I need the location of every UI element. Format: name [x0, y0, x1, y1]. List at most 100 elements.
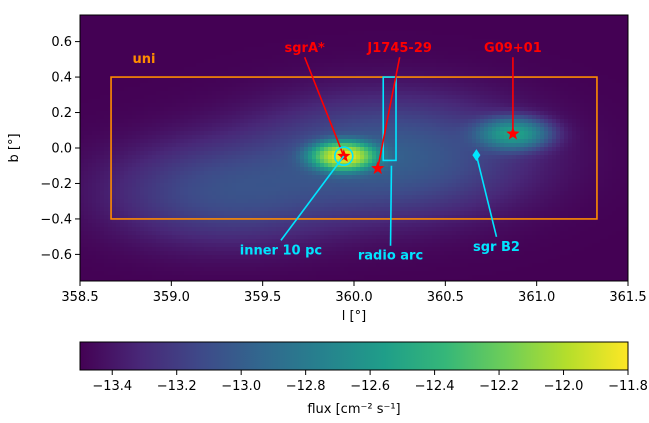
- heatmap-cell: [216, 23, 220, 27]
- heatmap-cell: [128, 119, 132, 123]
- heatmap-cell: [268, 63, 272, 67]
- heatmap-cell: [92, 251, 96, 255]
- heatmap-cell: [320, 275, 324, 279]
- heatmap-cell: [136, 55, 140, 59]
- heatmap-cell: [148, 95, 152, 99]
- heatmap-cell: [312, 231, 316, 235]
- heatmap-cell: [228, 115, 232, 119]
- heatmap-cell: [196, 35, 200, 39]
- heatmap-cell: [292, 175, 296, 179]
- heatmap-cell: [316, 39, 320, 43]
- heatmap-cell: [128, 143, 132, 147]
- heatmap-cell: [336, 35, 340, 39]
- heatmap-cell: [284, 103, 288, 107]
- heatmap-cell: [300, 23, 304, 27]
- heatmap-cell: [132, 251, 136, 255]
- heatmap-cell: [256, 259, 260, 263]
- heatmap-cell: [296, 19, 300, 23]
- heatmap-cell: [232, 191, 236, 195]
- heatmap-cell: [328, 135, 332, 139]
- heatmap-cell: [276, 215, 280, 219]
- heatmap-cell: [296, 175, 300, 179]
- heatmap-cell: [216, 79, 220, 83]
- heatmap-cell: [336, 155, 340, 159]
- heatmap-cell: [264, 207, 268, 211]
- heatmap-cell: [112, 95, 116, 99]
- heatmap-cell: [136, 119, 140, 123]
- heatmap-cell: [368, 83, 372, 87]
- heatmap-cell: [228, 59, 232, 63]
- heatmap-cell: [292, 171, 296, 175]
- heatmap-cell: [256, 63, 260, 67]
- heatmap-cell: [264, 179, 268, 183]
- heatmap-cell: [296, 51, 300, 55]
- heatmap-cell: [188, 207, 192, 211]
- heatmap-cell: [236, 235, 240, 239]
- heatmap-cell: [356, 179, 360, 183]
- heatmap-cell: [116, 127, 120, 131]
- heatmap-cell: [208, 23, 212, 27]
- heatmap-cell: [144, 87, 148, 91]
- heatmap-cell: [228, 191, 232, 195]
- heatmap-cell: [88, 111, 92, 115]
- heatmap-cell: [80, 147, 84, 151]
- heatmap-cell: [320, 35, 324, 39]
- heatmap-cell: [156, 39, 160, 43]
- heatmap-cell: [240, 115, 244, 119]
- heatmap-cell: [328, 191, 332, 195]
- heatmap-cell: [272, 191, 276, 195]
- heatmap-cell: [336, 159, 340, 163]
- heatmap-cell: [168, 95, 172, 99]
- heatmap-cell: [192, 131, 196, 135]
- heatmap-cell: [188, 143, 192, 147]
- heatmap-cell: [212, 35, 216, 39]
- heatmap-cell: [160, 179, 164, 183]
- heatmap-cell: [264, 111, 268, 115]
- heatmap-cell: [372, 43, 376, 47]
- heatmap-cell: [196, 199, 200, 203]
- heatmap-cell: [100, 31, 104, 35]
- heatmap-cell: [344, 175, 348, 179]
- heatmap-cell: [204, 227, 208, 231]
- heatmap-cell: [144, 251, 148, 255]
- heatmap-cell: [168, 243, 172, 247]
- heatmap-cell: [252, 107, 256, 111]
- heatmap-cell: [92, 267, 96, 271]
- heatmap-cell: [164, 275, 168, 279]
- heatmap-cell: [96, 55, 100, 59]
- heatmap-cell: [356, 171, 360, 175]
- heatmap-cell: [300, 43, 304, 47]
- heatmap-cell: [108, 151, 112, 155]
- heatmap-cell: [364, 55, 368, 59]
- heatmap-cell: [272, 207, 276, 211]
- heatmap-cell: [340, 135, 344, 139]
- heatmap-cell: [236, 195, 240, 199]
- heatmap-cell: [80, 123, 84, 127]
- heatmap-cell: [124, 259, 128, 263]
- heatmap-cell: [368, 255, 372, 259]
- heatmap-cell: [92, 115, 96, 119]
- heatmap-cell: [300, 99, 304, 103]
- heatmap-cell: [336, 59, 340, 63]
- heatmap-cell: [204, 135, 208, 139]
- heatmap-cell: [268, 163, 272, 167]
- heatmap-cell: [192, 215, 196, 219]
- heatmap-cell: [324, 163, 328, 167]
- heatmap-cell: [260, 199, 264, 203]
- heatmap-cell: [236, 143, 240, 147]
- heatmap-cell: [208, 135, 212, 139]
- heatmap-cell: [156, 95, 160, 99]
- heatmap-cell: [368, 195, 372, 199]
- heatmap-cell: [220, 87, 224, 91]
- heatmap-cell: [284, 155, 288, 159]
- heatmap-cell: [112, 275, 116, 279]
- heatmap-cell: [276, 183, 280, 187]
- heatmap-cell: [124, 27, 128, 31]
- heatmap-cell: [104, 267, 108, 271]
- heatmap-cell: [364, 39, 368, 43]
- heatmap-cell: [176, 115, 180, 119]
- heatmap-cell: [224, 191, 228, 195]
- heatmap-cell: [360, 167, 364, 171]
- heatmap-cell: [120, 187, 124, 191]
- heatmap-cell: [244, 203, 248, 207]
